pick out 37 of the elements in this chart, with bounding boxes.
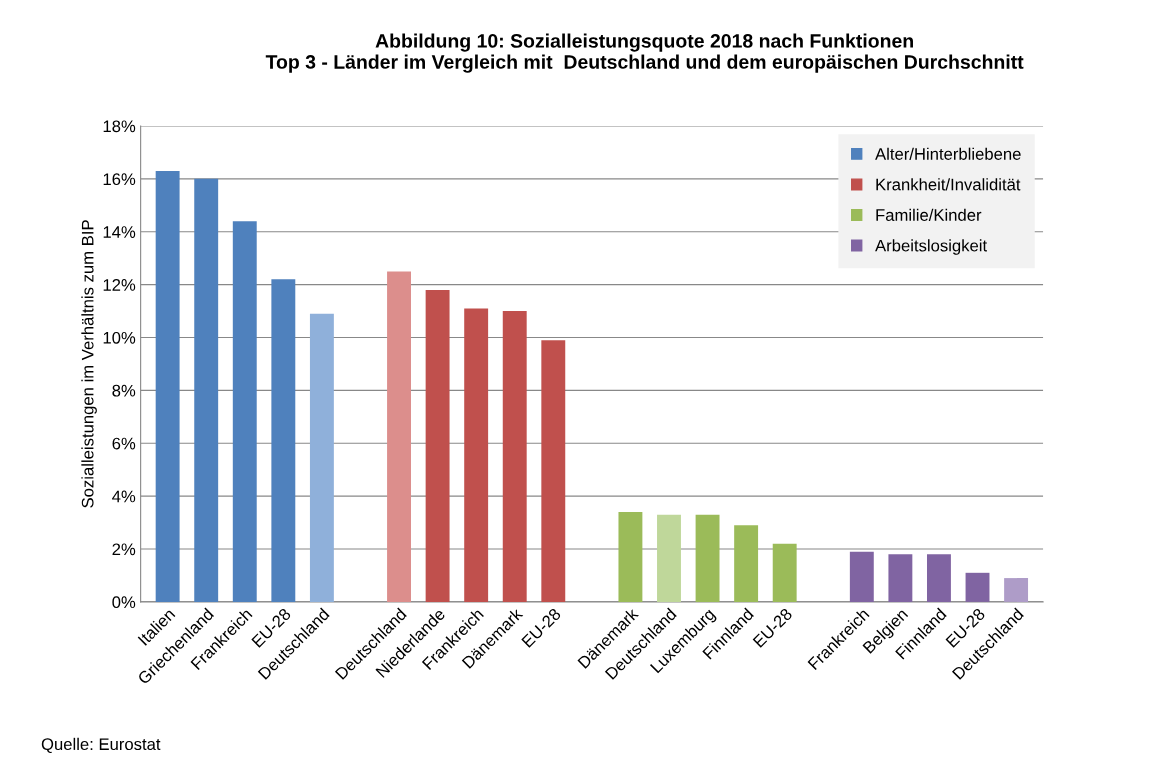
legend-label: Alter/Hinterbliebene xyxy=(875,147,1021,160)
y-tick-label: 12% xyxy=(103,279,136,291)
y-tick-label: 8% xyxy=(112,384,136,397)
bar xyxy=(425,289,450,602)
bar xyxy=(309,313,334,602)
y-tick-label: 18% xyxy=(103,120,136,133)
y-tick-label: 10% xyxy=(103,331,136,344)
bar xyxy=(502,311,527,602)
legend-label: Familie/Kinder xyxy=(876,208,982,221)
bar xyxy=(464,308,489,602)
legend-label: Arbeitslosigkeit xyxy=(875,239,988,255)
legend-label: Krankheit/Invalidität xyxy=(876,178,1021,191)
bar xyxy=(772,543,797,602)
y-tick-label: 2% xyxy=(112,543,136,556)
y-tick-label: 14% xyxy=(103,226,136,238)
y-tick-label: 16% xyxy=(103,173,136,186)
bar xyxy=(387,271,411,602)
bar xyxy=(232,221,257,602)
bar xyxy=(657,514,681,602)
bar xyxy=(888,554,913,602)
bar xyxy=(271,279,296,602)
bar xyxy=(849,551,874,602)
bar xyxy=(541,340,566,602)
y-tick-label: 0% xyxy=(112,596,136,609)
bar xyxy=(927,554,951,602)
bar xyxy=(618,512,643,602)
bar xyxy=(734,525,759,602)
y-tick-label: 4% xyxy=(112,490,136,503)
y-axis-title: Sozialleistungen im Verhältnis zum BIP xyxy=(81,220,97,508)
bar xyxy=(155,170,180,602)
y-tick-label: 6% xyxy=(112,437,136,450)
bar xyxy=(194,178,219,602)
bar xyxy=(695,514,720,602)
bar xyxy=(965,572,990,602)
bar xyxy=(1004,578,1029,602)
chart-title: Abbildung 10: Sozialleistungsquote 2018 nach Funktionen Top 3 - Länder im Vergleich mit Deutschland und dem europäischen Durchschnitt xyxy=(265,33,1024,73)
source-note: Quelle: Eurostat xyxy=(41,737,161,754)
